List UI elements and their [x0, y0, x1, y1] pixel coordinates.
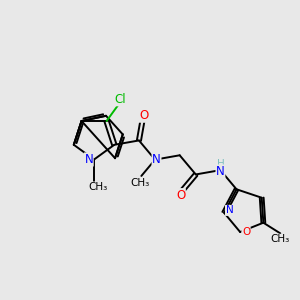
Text: O: O — [242, 227, 250, 237]
Text: N: N — [226, 206, 233, 215]
Text: O: O — [140, 109, 149, 122]
Text: N: N — [84, 153, 93, 166]
Text: CH₃: CH₃ — [271, 234, 290, 244]
Text: H: H — [217, 159, 224, 169]
Text: N: N — [152, 153, 161, 166]
Text: CH₃: CH₃ — [89, 182, 108, 192]
Text: N: N — [216, 165, 225, 178]
Text: CH₃: CH₃ — [130, 178, 149, 188]
Text: Cl: Cl — [115, 93, 126, 106]
Text: O: O — [176, 189, 185, 202]
